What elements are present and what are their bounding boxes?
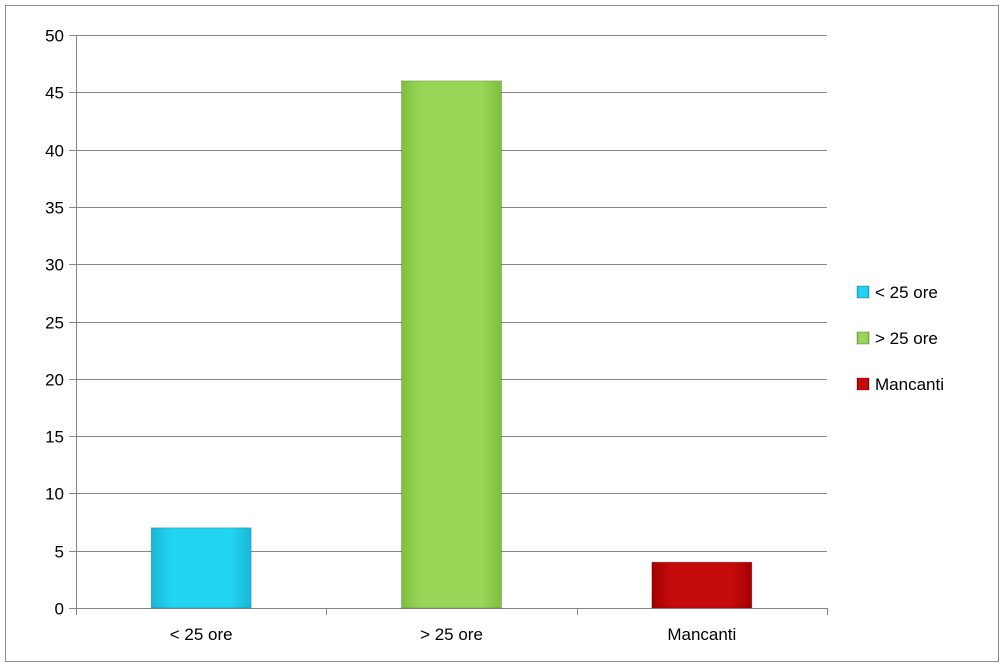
y-tick-label: 5 bbox=[55, 543, 64, 562]
y-tick-labels: 0 5 10 15 20 25 30 35 40 45 50 bbox=[45, 27, 64, 619]
bars bbox=[150, 80, 753, 609]
y-tick-label: 40 bbox=[45, 142, 64, 161]
y-tick-label: 15 bbox=[45, 428, 64, 447]
legend-swatch bbox=[856, 331, 870, 345]
legend-label: > 25 ore bbox=[875, 329, 938, 348]
legend: < 25 ore > 25 ore Mancanti bbox=[856, 283, 944, 394]
legend-swatch bbox=[856, 285, 870, 299]
legend-label: Mancanti bbox=[875, 375, 944, 394]
legend-label: < 25 ore bbox=[875, 283, 938, 302]
x-tick-label: > 25 ore bbox=[420, 625, 483, 644]
y-tick-label: 45 bbox=[45, 84, 64, 103]
y-tick-label: 20 bbox=[45, 371, 64, 390]
axes bbox=[69, 35, 828, 615]
y-tick-label: 0 bbox=[55, 600, 64, 619]
bar-2 bbox=[401, 80, 502, 609]
y-tick-label: 35 bbox=[45, 199, 64, 218]
y-tick-label: 50 bbox=[45, 27, 64, 46]
x-tick-label: Mancanti bbox=[667, 625, 736, 644]
x-tick-label: < 25 ore bbox=[170, 625, 233, 644]
legend-swatch bbox=[856, 377, 870, 391]
bar-1 bbox=[150, 527, 252, 609]
y-tick-label: 25 bbox=[45, 314, 64, 333]
y-tick-label: 10 bbox=[45, 485, 64, 504]
y-tick-label: 30 bbox=[45, 256, 64, 275]
bar-3 bbox=[651, 561, 753, 609]
x-tick-labels: < 25 ore > 25 ore Mancanti bbox=[170, 625, 737, 644]
